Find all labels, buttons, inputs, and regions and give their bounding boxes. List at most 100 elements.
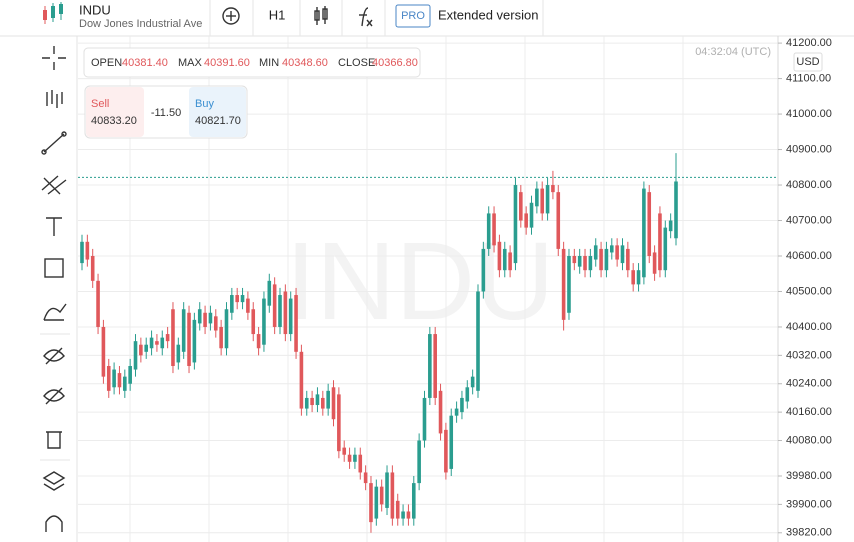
candle-body xyxy=(444,429,448,473)
candle-body xyxy=(449,415,454,469)
toolbar xyxy=(40,46,70,532)
symbol[interactable]: INDU xyxy=(79,2,111,17)
candle-body xyxy=(331,387,336,420)
candle-body xyxy=(620,245,625,264)
line-tool[interactable] xyxy=(41,131,67,155)
candle-body xyxy=(545,185,550,214)
candles xyxy=(78,153,778,533)
candle-body xyxy=(642,188,646,278)
candle-body xyxy=(171,309,175,366)
sell-label: Sell xyxy=(91,98,109,110)
y-tick-label: 39980.00 xyxy=(786,470,832,482)
y-tick-label: 39820.00 xyxy=(786,527,832,539)
chart-type-button[interactable] xyxy=(314,6,328,25)
y-tick-label: 40240.00 xyxy=(786,378,832,390)
candle-body xyxy=(224,309,229,349)
candle-body xyxy=(181,309,186,352)
candle-body xyxy=(369,483,373,523)
candle-body xyxy=(106,366,111,391)
candle-body xyxy=(470,376,475,388)
hide-all-tool[interactable] xyxy=(43,387,65,405)
candle-body xyxy=(476,291,480,391)
candle-body xyxy=(556,192,561,249)
candle-body xyxy=(117,373,122,388)
buy-label: Buy xyxy=(195,98,214,110)
price-axis: 41200.00 41100.00 41000.00 40900.00 40800.00… xyxy=(778,37,832,539)
brush-tool[interactable] xyxy=(43,303,67,321)
sell-price: 40833.20 xyxy=(91,115,137,127)
buy-button[interactable] xyxy=(189,87,246,137)
formula-button[interactable] xyxy=(359,7,373,27)
candle-body xyxy=(626,248,630,271)
candle-body xyxy=(636,270,641,285)
extended-version[interactable]: Extended version xyxy=(438,7,538,22)
candle-body xyxy=(155,341,159,345)
candle-body xyxy=(187,312,191,366)
text-tool[interactable] xyxy=(46,217,62,236)
candle-body xyxy=(101,326,106,377)
candle-body xyxy=(529,202,534,228)
currency-box[interactable] xyxy=(793,52,823,72)
candle-body xyxy=(406,511,411,519)
y-tick-label: 40900.00 xyxy=(786,143,832,155)
indicators-tool[interactable] xyxy=(46,90,63,108)
open-value: 40381.40 xyxy=(122,57,168,69)
candle-body xyxy=(465,387,470,402)
candle-body xyxy=(647,192,652,256)
candle-body xyxy=(128,366,132,384)
interval-button[interactable]: H1 xyxy=(269,7,286,22)
min-label: MIN xyxy=(259,57,279,69)
candle-body xyxy=(246,298,250,313)
candle-body xyxy=(652,252,657,274)
y-tick-label: 39900.00 xyxy=(786,498,832,510)
candle-body xyxy=(347,454,352,462)
candle-body xyxy=(593,245,598,260)
magnet-tool[interactable] xyxy=(45,515,63,532)
price-grid xyxy=(78,42,778,534)
candle-body xyxy=(304,397,309,409)
candle-body xyxy=(160,337,165,349)
candle-body xyxy=(508,252,512,271)
pro-label: PRO xyxy=(401,10,425,22)
candle-body xyxy=(524,213,528,228)
candle-body xyxy=(390,472,395,519)
candle-body xyxy=(561,248,566,320)
layers-tool[interactable] xyxy=(42,471,66,491)
shape-tool[interactable] xyxy=(44,258,64,278)
candle-body xyxy=(374,486,379,519)
delete-all-tool[interactable] xyxy=(46,431,62,449)
candle-body xyxy=(513,185,518,264)
hide-drawings-tool[interactable] xyxy=(43,347,65,365)
candle-body xyxy=(417,440,421,484)
candle-body xyxy=(90,256,95,281)
candle-body xyxy=(256,334,261,349)
pro-badge[interactable] xyxy=(395,4,431,28)
max-value: 40391.60 xyxy=(204,57,250,69)
candle-body xyxy=(294,295,298,352)
clock: 04:32:04 (UTC) xyxy=(695,46,771,58)
crosshair-tool[interactable] xyxy=(42,46,66,70)
y-tick-label: 40800.00 xyxy=(786,179,832,191)
candle-body xyxy=(197,309,202,324)
candle-body xyxy=(540,188,545,214)
symbol-icon xyxy=(43,2,63,24)
close-value: 40366.80 xyxy=(372,57,418,69)
channel-tool[interactable] xyxy=(41,175,67,195)
candle-body xyxy=(454,408,459,416)
candle-body xyxy=(208,312,213,324)
candle-body xyxy=(502,248,507,271)
candle-body xyxy=(139,344,143,356)
y-tick-label: 40400.00 xyxy=(786,321,832,333)
candle-body xyxy=(588,256,593,271)
currency: USD xyxy=(796,56,819,68)
candle-body xyxy=(674,181,678,239)
candle-body xyxy=(492,213,496,246)
candle-body xyxy=(262,298,266,345)
add-indicator-button[interactable] xyxy=(222,7,240,25)
sell-button[interactable] xyxy=(86,87,144,137)
candle-body xyxy=(326,390,330,409)
candle-body xyxy=(337,394,341,452)
candle-body xyxy=(112,369,116,388)
candle-body xyxy=(315,394,320,406)
y-tick-label: 40320.00 xyxy=(786,349,832,361)
